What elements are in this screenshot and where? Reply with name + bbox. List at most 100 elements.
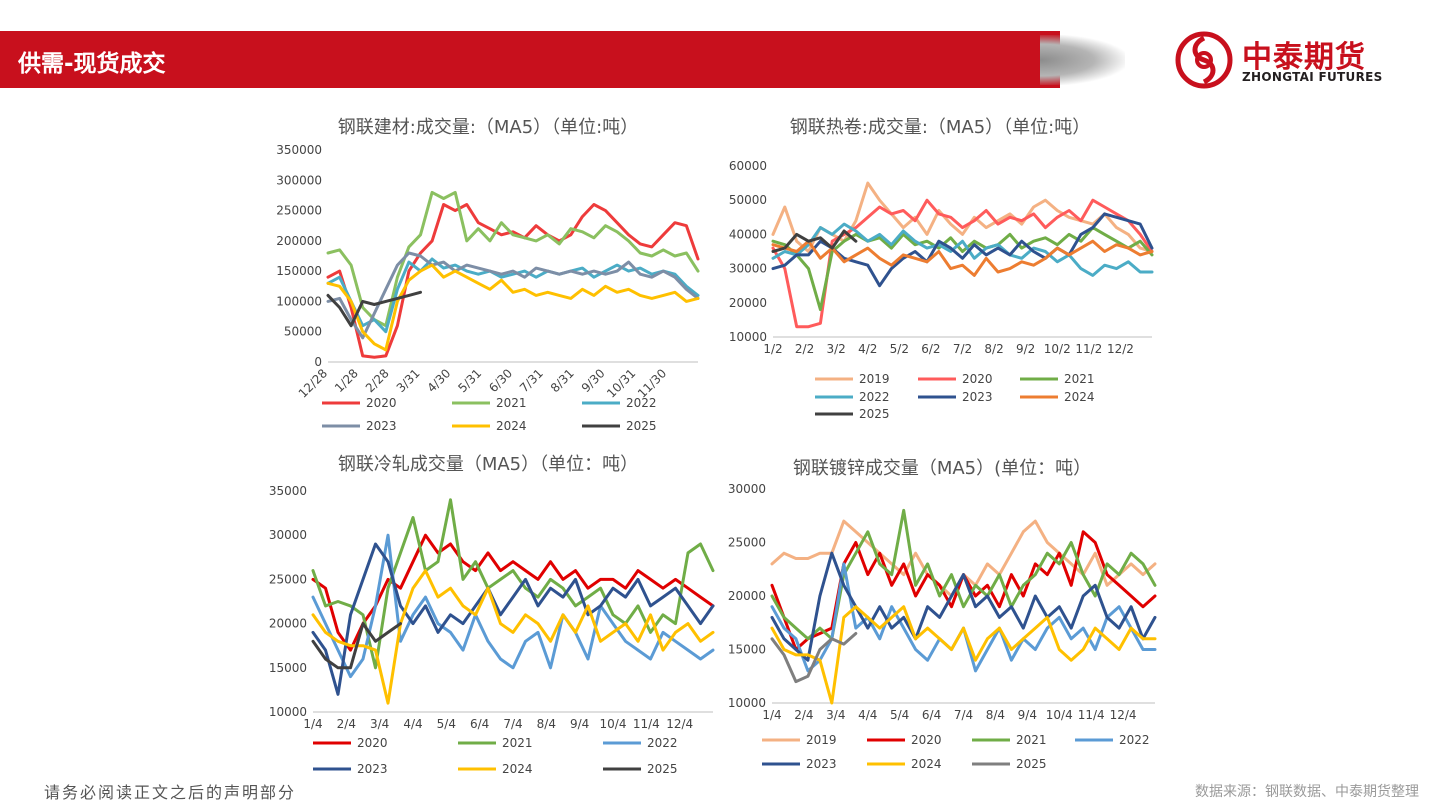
rebar-series-2024 bbox=[326, 263, 700, 352]
header-bar bbox=[0, 31, 1060, 88]
hot_coil-series-2022 bbox=[771, 222, 1154, 277]
hot_coil-series-2024 bbox=[771, 239, 1154, 277]
galvanized-series-2022 bbox=[770, 562, 1157, 673]
hot_coil-series-2019 bbox=[771, 181, 1154, 253]
rebar-legend-label-2023: 2023 bbox=[366, 419, 397, 433]
cold_roll-x-tick: 7/4 bbox=[503, 717, 522, 731]
galvanized-legend-label-2021: 2021 bbox=[1016, 733, 1047, 747]
hot_coil-x-tick: 4/2 bbox=[858, 342, 877, 356]
hot_coil-y-tick-50000: 50000 bbox=[729, 193, 767, 207]
galvanized-chart-title: 钢联镀锌成交量（MA5）(单位：吨） bbox=[793, 458, 1091, 479]
hot_coil-legend-label-2022: 2022 bbox=[859, 390, 890, 404]
cold_roll-x-tick: 12/4 bbox=[666, 717, 693, 731]
hot_coil-legend-label-2025: 2025 bbox=[859, 407, 890, 421]
galvanized-y-tick-30000: 30000 bbox=[728, 482, 766, 496]
cold_roll-x-tick: 1/4 bbox=[303, 717, 322, 731]
header-shadow bbox=[1040, 35, 1125, 85]
galvanized-legend-label-2023: 2023 bbox=[806, 757, 837, 771]
galvanized-x-tick: 8/4 bbox=[986, 708, 1005, 722]
page-title: 供需-现货成交 bbox=[18, 51, 166, 77]
galvanized-x-tick: 1/4 bbox=[762, 708, 781, 722]
cold_roll-x-tick: 2/4 bbox=[337, 717, 356, 731]
galvanized-x-tick: 12/4 bbox=[1110, 708, 1137, 722]
rebar-legend-label-2021: 2021 bbox=[496, 396, 527, 410]
hot_coil-y-tick-20000: 20000 bbox=[729, 296, 767, 310]
galvanized-x-tick: 4/4 bbox=[858, 708, 877, 722]
galvanized-x-tick: 9/4 bbox=[1018, 708, 1037, 722]
galvanized-legend-label-2020: 2020 bbox=[911, 733, 942, 747]
hot_coil-x-tick: 1/2 bbox=[763, 342, 782, 356]
cold_roll-y-tick-10000: 10000 bbox=[269, 705, 307, 719]
rebar-y-tick-200000: 200000 bbox=[276, 234, 322, 248]
rebar-x-tick: 8/31 bbox=[548, 366, 577, 395]
cold_roll-legend-label-2024: 2024 bbox=[502, 762, 533, 776]
galvanized-legend-label-2019: 2019 bbox=[806, 733, 837, 747]
rebar-x-tick: 3/31 bbox=[394, 366, 423, 395]
hot_coil-legend-label-2020: 2020 bbox=[962, 372, 993, 386]
hot_coil-x-tick: 5/2 bbox=[890, 342, 909, 356]
galvanized-legend-label-2024: 2024 bbox=[911, 757, 942, 771]
cold_roll-legend-label-2022: 2022 bbox=[647, 736, 678, 750]
logo-name-cn: 中泰期货 bbox=[1242, 40, 1366, 75]
cold_roll-y-tick-15000: 15000 bbox=[269, 661, 307, 675]
rebar-y-tick-50000: 50000 bbox=[284, 325, 322, 339]
cold_roll-x-tick: 10/4 bbox=[600, 717, 627, 731]
hot_coil-x-tick: 6/2 bbox=[921, 342, 940, 356]
cold_roll-x-tick: 4/4 bbox=[403, 717, 422, 731]
rebar-x-tick: 12/28 bbox=[296, 366, 330, 400]
hot_coil-x-tick: 11/2 bbox=[1075, 342, 1102, 356]
cold_roll-legend-label-2023: 2023 bbox=[357, 762, 388, 776]
cold_roll-series-2022 bbox=[311, 533, 715, 679]
rebar-legend-label-2024: 2024 bbox=[496, 419, 527, 433]
hot_coil-legend-label-2021: 2021 bbox=[1064, 372, 1095, 386]
rebar-x-tick: 1/28 bbox=[332, 366, 361, 395]
hot_coil-series-2020 bbox=[771, 198, 1154, 329]
rebar-x-tick: 2/28 bbox=[363, 366, 392, 395]
hot_coil-y-tick-40000: 40000 bbox=[729, 227, 767, 241]
cold_roll-chart-title: 钢联冷轧成交量（MA5）（单位：吨） bbox=[338, 454, 638, 475]
hot_coil-x-tick: 7/2 bbox=[953, 342, 972, 356]
footer-source: 数据来源：钢联数据、中泰期货整理 bbox=[1195, 784, 1419, 800]
cold_roll-series-2021 bbox=[311, 498, 715, 670]
galvanized-y-tick-15000: 15000 bbox=[728, 643, 766, 657]
cold_roll-y-tick-30000: 30000 bbox=[269, 528, 307, 542]
rebar-series-2023 bbox=[326, 251, 700, 340]
hot_coil-chart-title: 钢联热卷:成交量:（MA5）（单位:吨） bbox=[790, 117, 1091, 138]
galvanized-y-tick-20000: 20000 bbox=[728, 589, 766, 603]
rebar-series-2021 bbox=[326, 190, 700, 328]
cold_roll-y-tick-20000: 20000 bbox=[269, 617, 307, 631]
cold_roll-series-2024 bbox=[311, 569, 715, 705]
rebar-y-tick-0: 0 bbox=[314, 355, 322, 369]
galvanized-series-2025 bbox=[770, 632, 858, 684]
galvanized-series-2023 bbox=[770, 551, 1157, 662]
galvanized-series-2024 bbox=[770, 605, 1157, 705]
cold_roll-series-2023 bbox=[311, 542, 715, 696]
rebar-y-tick-350000: 350000 bbox=[276, 143, 322, 157]
cold_roll-x-tick: 8/4 bbox=[537, 717, 556, 731]
hot_coil-legend-label-2024: 2024 bbox=[1064, 390, 1095, 404]
galvanized-x-tick: 3/4 bbox=[826, 708, 845, 722]
rebar-legend-label-2020: 2020 bbox=[366, 396, 397, 410]
cold_roll-x-tick: 3/4 bbox=[370, 717, 389, 731]
cold_roll-x-tick: 5/4 bbox=[437, 717, 456, 731]
galvanized-x-tick: 11/4 bbox=[1078, 708, 1105, 722]
cold_roll-y-tick-25000: 25000 bbox=[269, 572, 307, 586]
rebar-x-tick: 6/30 bbox=[486, 366, 515, 395]
rebar-y-tick-100000: 100000 bbox=[276, 294, 322, 308]
galvanized-x-tick: 5/4 bbox=[890, 708, 909, 722]
hot_coil-y-tick-10000: 10000 bbox=[729, 330, 767, 344]
galvanized-x-tick: 7/4 bbox=[954, 708, 973, 722]
hot_coil-series-2021 bbox=[771, 226, 1154, 312]
galvanized-x-tick: 10/4 bbox=[1046, 708, 1073, 722]
galvanized-x-tick: 2/4 bbox=[794, 708, 813, 722]
hot_coil-x-tick: 2/2 bbox=[795, 342, 814, 356]
rebar-legend-label-2025: 2025 bbox=[626, 419, 657, 433]
cold_roll-x-tick: 6/4 bbox=[470, 717, 489, 731]
rebar-series-2025 bbox=[326, 290, 422, 328]
hot_coil-x-tick: 10/2 bbox=[1044, 342, 1071, 356]
hot_coil-legend-label-2023: 2023 bbox=[962, 390, 993, 404]
rebar-y-tick-300000: 300000 bbox=[276, 173, 322, 187]
rebar-legend-label-2022: 2022 bbox=[626, 396, 657, 410]
hot_coil-x-tick: 8/2 bbox=[984, 342, 1003, 356]
